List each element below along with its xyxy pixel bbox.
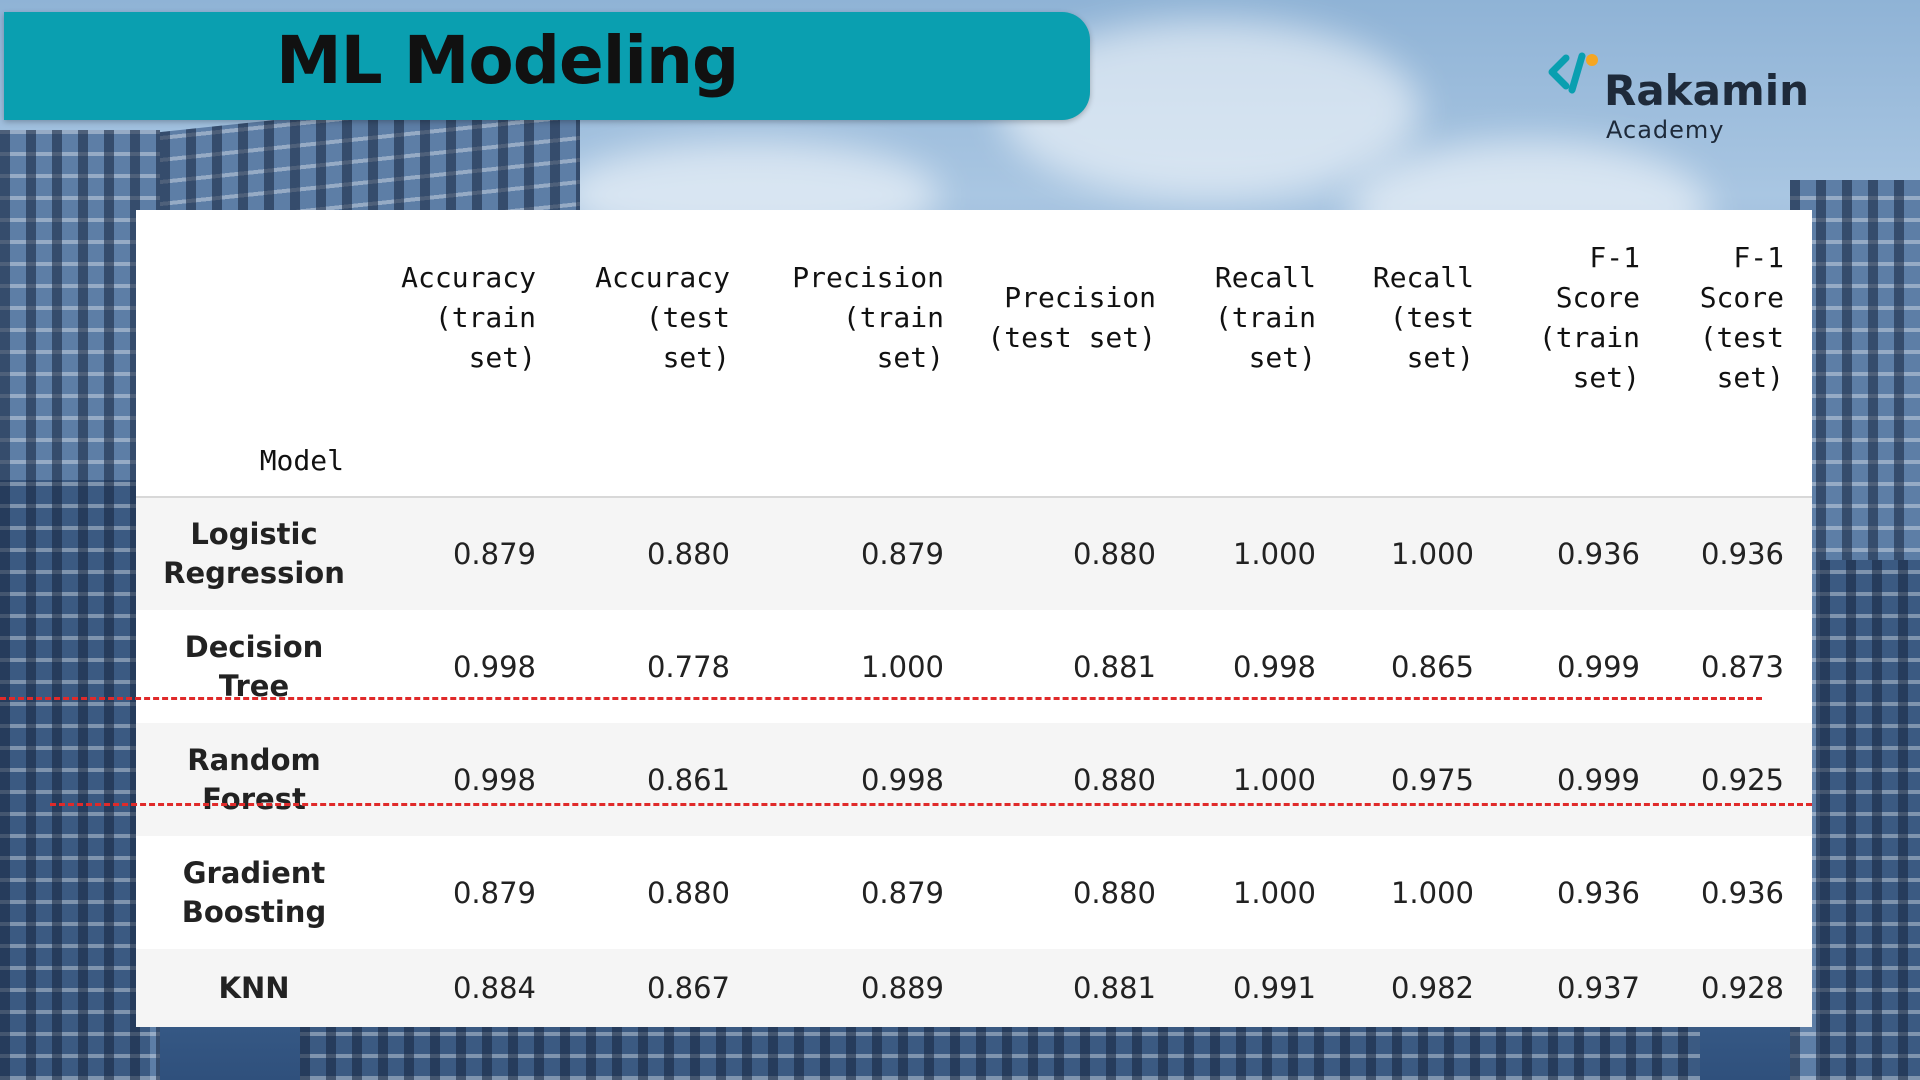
table-cell: 0.880 — [1072, 762, 1156, 797]
table-cell: 1.000 — [860, 649, 944, 684]
table-cell: 0.937 — [1556, 971, 1640, 1005]
rakamin-logo: Rakamin Academy — [1548, 50, 1828, 150]
table-cell: 0.998 — [452, 762, 536, 797]
table-row: Logistic Regression 0.879 0.880 0.879 0.… — [136, 497, 1812, 610]
table-row-highlighted: Random Forest 0.998 0.861 0.998 0.880 1.… — [136, 723, 1812, 836]
logo-name: Rakamin — [1604, 66, 1810, 115]
column-header: Precision (train set) — [792, 261, 944, 374]
table-cell: 0.998 — [452, 649, 536, 684]
table-cell: 0.936 — [1700, 875, 1784, 910]
table-cell: 0.880 — [646, 875, 730, 910]
table-cell: 0.998 — [860, 762, 944, 797]
table-cell: 0.998 — [1232, 649, 1316, 684]
column-header: Recall (test set) — [1372, 261, 1474, 374]
table-cell: 1.000 — [1232, 537, 1316, 571]
results-table-card: Accuracy (train set) Accuracy (test set)… — [136, 210, 1812, 1027]
table-cell: 0.936 — [1556, 875, 1640, 910]
table-cell: 0.879 — [860, 537, 944, 571]
model-name: Random Forest — [187, 742, 321, 816]
table-cell: 1.000 — [1232, 875, 1316, 910]
highlight-line-bottom — [50, 803, 1812, 806]
column-header: Accuracy (test set) — [595, 261, 730, 374]
table-cell: 0.873 — [1700, 649, 1784, 684]
table-cell: 0.861 — [646, 762, 730, 797]
table-cell: 0.879 — [452, 875, 536, 910]
table-cell: 0.881 — [1072, 971, 1156, 1005]
header-corner — [136, 210, 372, 426]
table-cell: 0.975 — [1390, 762, 1474, 797]
table-cell: 0.884 — [452, 971, 536, 1005]
title-banner — [4, 12, 1090, 120]
column-header: F-1 Score (train set) — [1538, 241, 1640, 394]
table-cell: 0.865 — [1390, 649, 1474, 684]
logo-subtitle: Academy — [1606, 116, 1725, 144]
model-name: Logistic Regression — [163, 517, 345, 590]
table-cell: 0.867 — [646, 971, 730, 1005]
table-cell: 0.879 — [860, 875, 944, 910]
table-body: Logistic Regression 0.879 0.880 0.879 0.… — [136, 497, 1812, 1027]
code-brackets-icon — [1548, 52, 1598, 94]
table-cell: 1.000 — [1390, 875, 1474, 910]
table-cell: 0.880 — [1072, 537, 1156, 571]
table-cell: 0.880 — [1072, 875, 1156, 910]
slide-title: ML Modeling — [276, 22, 739, 99]
table-cell: 1.000 — [1232, 762, 1316, 797]
column-header: F-1 Score (test set) — [1699, 241, 1784, 394]
index-label: Model — [259, 444, 344, 477]
table-cell: 0.936 — [1556, 537, 1640, 571]
table-cell: 0.999 — [1556, 762, 1640, 797]
table-cell: 1.000 — [1390, 537, 1474, 571]
model-name: Gradient Boosting — [181, 855, 327, 929]
table-cell: 0.991 — [1232, 971, 1316, 1005]
table-cell: 0.889 — [860, 971, 944, 1005]
table-cell: 0.879 — [452, 537, 536, 571]
table-header: Accuracy (train set) Accuracy (test set)… — [136, 210, 1812, 497]
table-cell: 0.928 — [1700, 971, 1784, 1005]
table-cell: 0.982 — [1390, 971, 1474, 1005]
table-cell: 0.880 — [646, 537, 730, 571]
model-name: KNN — [218, 970, 290, 1005]
table-cell: 0.999 — [1556, 649, 1640, 684]
column-header: Precision (test set) — [987, 281, 1156, 354]
table-cell: 0.925 — [1700, 762, 1784, 797]
table-row: Gradient Boosting 0.879 0.880 0.879 0.88… — [136, 836, 1812, 949]
column-header: Accuracy (train set) — [401, 261, 536, 374]
highlight-line-top — [0, 697, 1762, 700]
column-header: Recall (train set) — [1214, 261, 1316, 374]
index-header-row: Model — [136, 426, 1812, 497]
table-cell: 0.881 — [1072, 649, 1156, 684]
table-row: KNN 0.884 0.867 0.889 0.881 0.991 0.982 … — [136, 949, 1812, 1027]
table-cell: 0.936 — [1700, 537, 1784, 571]
table-row: Decision Tree 0.998 0.778 1.000 0.881 0.… — [136, 610, 1812, 723]
column-header-row: Accuracy (train set) Accuracy (test set)… — [136, 210, 1812, 426]
model-results-table: Accuracy (train set) Accuracy (test set)… — [136, 210, 1812, 1027]
table-cell: 0.778 — [646, 649, 730, 684]
model-name: Decision Tree — [184, 629, 324, 703]
